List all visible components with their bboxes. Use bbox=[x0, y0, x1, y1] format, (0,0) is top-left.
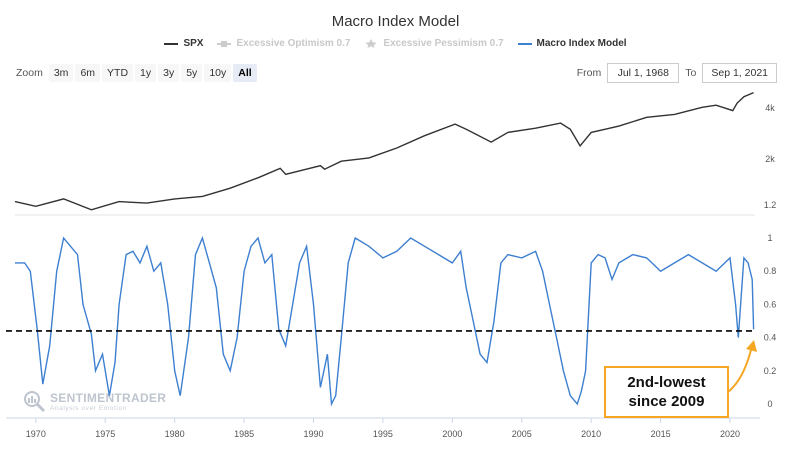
annotation-line-1: 2nd-lowest bbox=[627, 374, 706, 391]
x-tick-label: 2000 bbox=[442, 429, 462, 439]
zoom-5y-button[interactable]: 5y bbox=[181, 64, 203, 82]
chart-title: Macro Index Model bbox=[331, 13, 460, 30]
x-tick-label: 1980 bbox=[165, 429, 185, 439]
macro-tick-label: 1 bbox=[767, 233, 772, 243]
x-tick-label: 2015 bbox=[651, 429, 671, 439]
x-tick-label: 2005 bbox=[512, 429, 532, 439]
legend-label: Excessive Pessimism 0.7 bbox=[383, 38, 504, 49]
x-tick-label: 2020 bbox=[720, 429, 740, 439]
legend-label: SPX bbox=[183, 38, 204, 49]
watermark-subtext: Analysis over Emotion bbox=[50, 404, 127, 412]
legend-label: Macro Index Model bbox=[536, 38, 627, 49]
date-range: From Jul 1, 1968 To Sep 1, 2021 bbox=[577, 63, 777, 83]
spx-series-line bbox=[14, 91, 754, 211]
from-date-input[interactable]: Jul 1, 1968 bbox=[607, 63, 680, 83]
zoom-controls: Zoom 3m 6m YTD 1y 3y 5y 10y All bbox=[16, 64, 257, 82]
annotation-arrowhead bbox=[746, 340, 757, 352]
spx-y-axis: 1.2 2k 4k bbox=[15, 103, 777, 216]
macro-tick-label: 0.2 bbox=[764, 366, 777, 376]
annotation-box: 2nd-lowest since 2009 bbox=[604, 366, 729, 418]
zoom-10y-button[interactable]: 10y bbox=[204, 64, 232, 82]
legend: SPX Excessive Optimism 0.7 Excessive Pes… bbox=[0, 38, 791, 49]
watermark-text: SENTIMENTRADER bbox=[50, 390, 167, 405]
macro-tick-label: 0 bbox=[767, 399, 772, 409]
legend-item-macro-index-model[interactable]: Macro Index Model bbox=[517, 38, 627, 49]
watermark: SENTIMENTRADER Analysis over Emotion bbox=[22, 389, 166, 413]
x-tick-label: 2010 bbox=[581, 429, 601, 439]
x-tick-label: 1990 bbox=[303, 429, 323, 439]
from-label: From bbox=[576, 67, 602, 79]
legend-item-excessive-optimism[interactable]: Excessive Optimism 0.7 bbox=[217, 38, 350, 49]
legend-item-spx[interactable]: SPX bbox=[164, 38, 203, 49]
macro-tick-label: 0.8 bbox=[764, 266, 777, 276]
spx-tick-label: 2k bbox=[765, 154, 775, 164]
magnifier-logo-icon bbox=[24, 391, 46, 413]
x-axis: 1970 1975 1980 1985 1990 1995 2000 2005 2010 2015… bbox=[6, 417, 760, 439]
zoom-3y-button[interactable]: 3y bbox=[158, 64, 180, 82]
x-tick-label: 1975 bbox=[95, 429, 115, 439]
x-tick-label: 1970 bbox=[26, 429, 46, 439]
legend-item-excessive-pessimism[interactable]: Excessive Pessimism 0.7 bbox=[364, 38, 504, 49]
zoom-all-button[interactable]: All bbox=[233, 64, 257, 82]
line-icon bbox=[164, 42, 179, 45]
zoom-ytd-button[interactable]: YTD bbox=[102, 64, 134, 82]
zoom-1y-button[interactable]: 1y bbox=[135, 64, 157, 82]
line-icon bbox=[517, 42, 532, 45]
annotation-arrow bbox=[727, 349, 752, 393]
x-tick-label: 1985 bbox=[234, 429, 254, 439]
to-date-input[interactable]: Sep 1, 2021 bbox=[702, 63, 777, 83]
x-tick-label: 1995 bbox=[373, 429, 393, 439]
spx-tick-label: 1.2 bbox=[764, 200, 777, 210]
macro-tick-label: 0.4 bbox=[764, 333, 777, 343]
macro-y-axis: 0 0.2 0.4 0.6 0.8 1 bbox=[764, 233, 777, 409]
macro-tick-label: 0.6 bbox=[764, 299, 777, 309]
star-marker-icon bbox=[365, 39, 378, 48]
square-marker-icon bbox=[217, 40, 232, 47]
spx-tick-label: 4k bbox=[765, 103, 775, 113]
zoom-3m-button[interactable]: 3m bbox=[48, 64, 74, 82]
legend-label: Excessive Optimism 0.7 bbox=[236, 38, 351, 49]
zoom-label: Zoom bbox=[16, 67, 43, 79]
annotation-line-2: since 2009 bbox=[628, 393, 705, 410]
zoom-6m-button[interactable]: 6m bbox=[75, 64, 101, 82]
to-label: To bbox=[685, 67, 697, 79]
